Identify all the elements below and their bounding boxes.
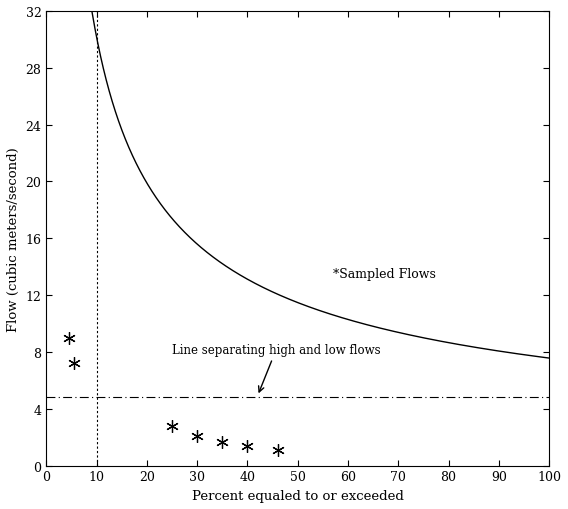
Text: *Sampled Flows: *Sampled Flows [333,268,436,281]
Y-axis label: Flow (cubic meters/second): Flow (cubic meters/second) [7,147,20,331]
Text: Line separating high and low flows: Line separating high and low flows [172,343,381,392]
X-axis label: Percent equaled to or exceeded: Percent equaled to or exceeded [192,489,404,502]
